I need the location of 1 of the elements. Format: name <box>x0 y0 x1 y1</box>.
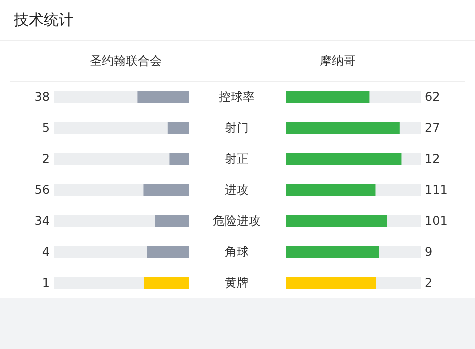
title: 技术统计 <box>14 11 74 29</box>
